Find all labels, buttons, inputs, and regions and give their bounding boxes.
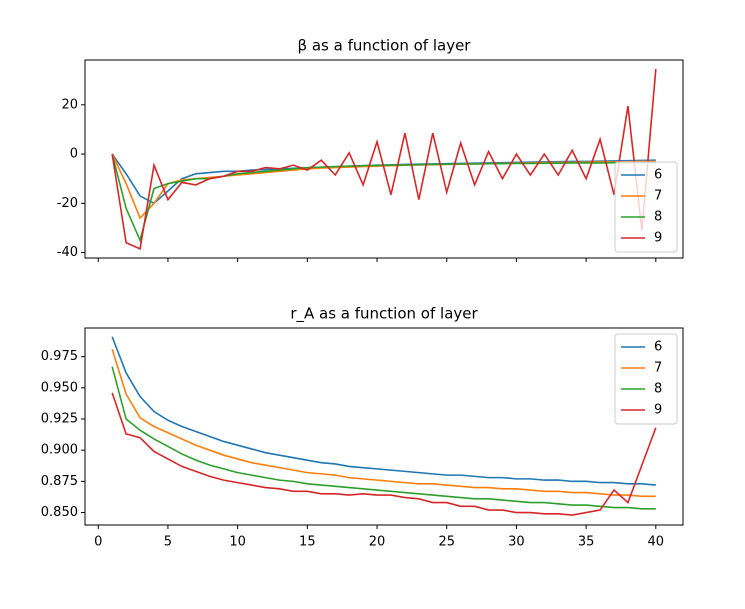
axes-frame <box>84 59 684 259</box>
y-tick-label: 0.850 <box>41 505 78 520</box>
y-tick-label: 0.900 <box>41 443 78 458</box>
x-tick-label: 30 <box>508 535 525 550</box>
legend-label: 6 <box>654 168 662 183</box>
x-tick-label: 10 <box>229 535 246 550</box>
y-tick-label: 0.975 <box>41 349 78 364</box>
chart-title: β as a function of layer <box>298 37 472 55</box>
series-line <box>111 392 657 516</box>
x-tick-label: 15 <box>299 535 316 550</box>
legend-label: 9 <box>654 403 662 418</box>
x-tick-label: 40 <box>648 535 665 550</box>
y-tick-label: 20 <box>61 97 78 112</box>
y-tick-label: 0.875 <box>41 474 78 489</box>
series-line <box>111 69 657 251</box>
series-line <box>111 348 656 498</box>
x-tick-label: 5 <box>164 535 172 550</box>
x-tick-label: 0 <box>94 535 102 550</box>
legend-label: 8 <box>654 382 662 397</box>
legend-label: 7 <box>654 189 662 204</box>
legend-label: 7 <box>654 361 662 376</box>
y-tick-label: 0 <box>70 147 78 162</box>
legend-box <box>614 161 678 253</box>
legend-label: 9 <box>654 231 662 246</box>
axes-frame <box>84 327 684 526</box>
x-tick-label: 25 <box>438 535 455 550</box>
x-tick-label: 35 <box>578 535 595 550</box>
x-tick-label: 20 <box>369 535 386 550</box>
series-line <box>111 336 656 486</box>
chart-title: r_A as a function of layer <box>290 305 478 324</box>
y-tick-label: -40 <box>57 245 78 260</box>
y-tick-label: 0.925 <box>41 412 78 427</box>
legend-label: 6 <box>654 340 662 355</box>
y-tick-label: -20 <box>57 196 78 211</box>
y-tick-label: 0.950 <box>41 380 78 395</box>
series-line <box>111 366 656 510</box>
legend-label: 8 <box>654 210 662 225</box>
legend-box <box>614 333 678 425</box>
